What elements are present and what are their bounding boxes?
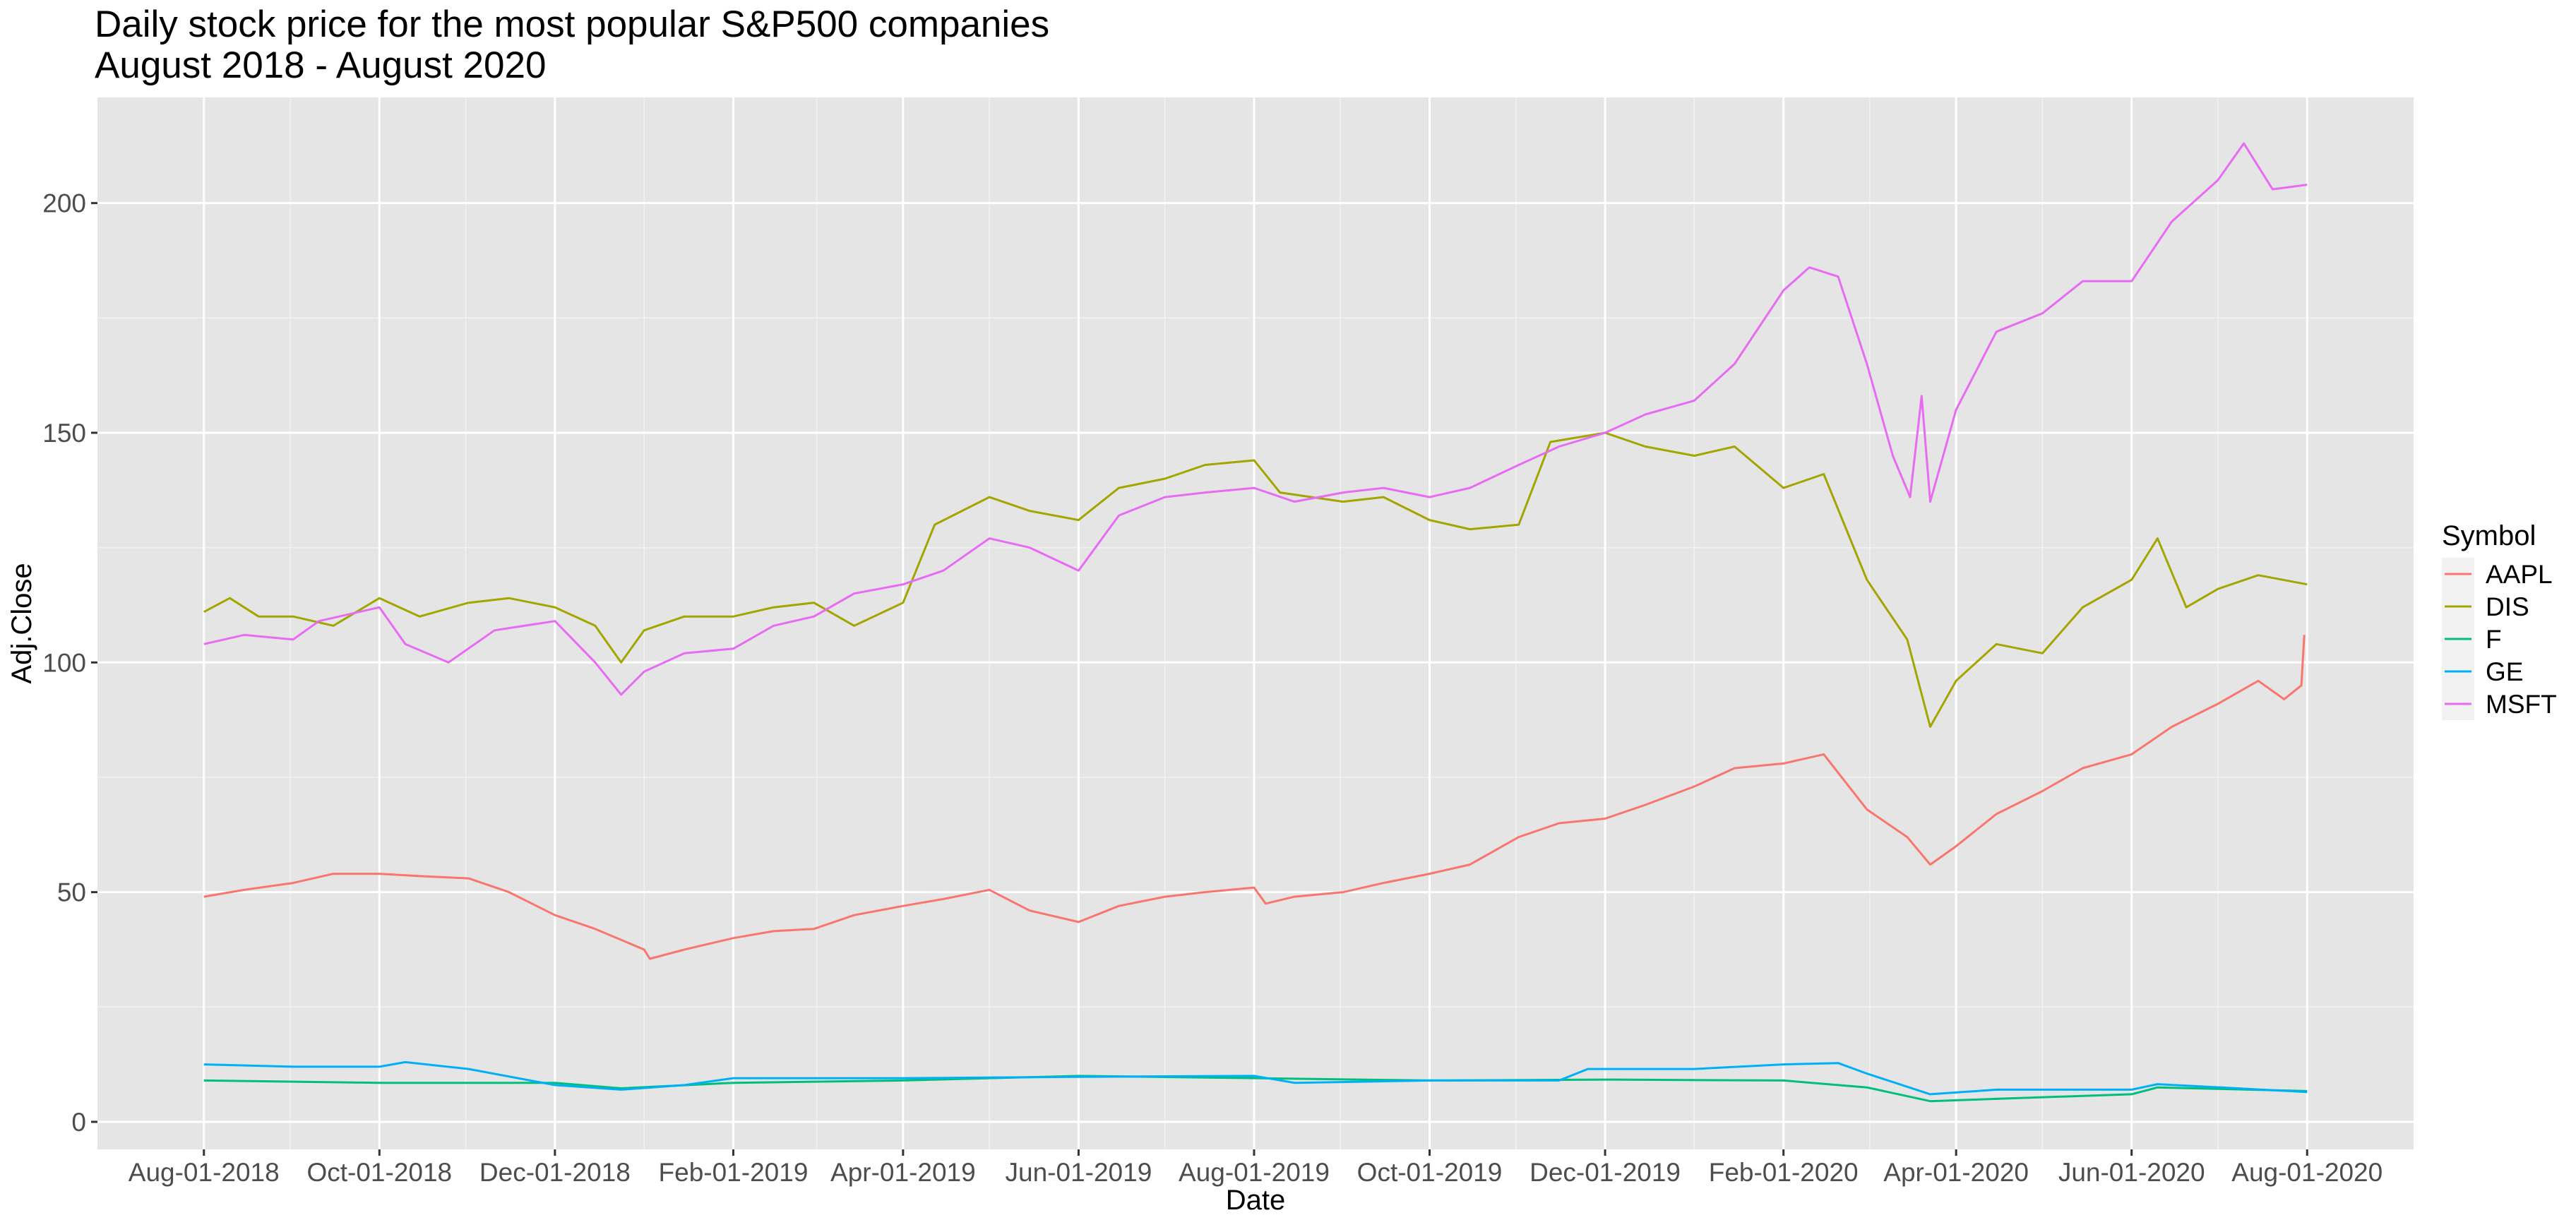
legend: Symbol AAPL DIS F GE MSFT (2442, 520, 2557, 720)
x-tick-label: Jun-01-2020 (2058, 1158, 2205, 1187)
x-tick-label: Dec-01-2018 (479, 1158, 631, 1187)
y-axis: 0 50 100 150 200 (42, 189, 97, 1137)
x-axis-title: Date (1226, 1185, 1286, 1216)
series-line-msft (203, 142, 2308, 696)
legend-title: Symbol (2442, 520, 2536, 551)
x-tick-label: Feb-01-2019 (659, 1158, 809, 1187)
x-tick-label: Aug-01-2018 (129, 1158, 280, 1187)
plot-panel (97, 97, 2414, 1149)
y-tick-label: 50 (57, 878, 86, 907)
series-line-dis (203, 431, 2308, 728)
y-axis-title: Adj.Close (6, 563, 37, 683)
y-tick-label: 100 (42, 648, 86, 677)
y-tick-label: 0 (71, 1108, 86, 1137)
chart-subtitle: August 2018 - August 2020 (95, 44, 546, 86)
legend-label: GE (2486, 657, 2523, 686)
x-tick-label: Aug-01-2019 (1179, 1158, 1330, 1187)
y-tick-label: 150 (42, 419, 86, 448)
x-tick-label: Jun-01-2019 (1006, 1158, 1152, 1187)
x-tick-label: Feb-01-2020 (1709, 1158, 1859, 1187)
x-tick-label: Oct-01-2018 (306, 1158, 452, 1187)
x-tick-label: Dec-01-2019 (1530, 1158, 1681, 1187)
legend-label: AAPL (2486, 560, 2553, 589)
series-lines (203, 142, 2308, 1103)
x-tick-label: Apr-01-2020 (1883, 1158, 2029, 1187)
x-axis: Aug-01-2018 Oct-01-2018 Dec-01-2018 Feb-01-… (129, 1149, 2383, 1187)
series-line-aapl (203, 635, 2306, 960)
gridlines (97, 97, 2414, 1149)
chart-title: Daily stock price for the most popular S… (95, 4, 1049, 45)
x-tick-label: Oct-01-2019 (1357, 1158, 1503, 1187)
x-tick-label: Apr-01-2019 (830, 1158, 976, 1187)
x-tick-label: Aug-01-2020 (2231, 1158, 2383, 1187)
y-tick-label: 200 (42, 189, 86, 218)
legend-label: MSFT (2486, 690, 2557, 719)
legend-label: DIS (2486, 592, 2529, 621)
legend-label: F (2486, 625, 2502, 654)
series-line-ge (203, 1060, 2308, 1096)
